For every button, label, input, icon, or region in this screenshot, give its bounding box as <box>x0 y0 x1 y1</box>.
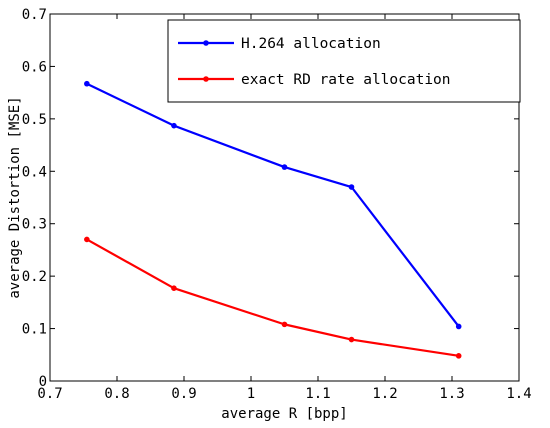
legend-swatch-marker <box>203 40 209 46</box>
legend-label: H.264 allocation <box>241 36 381 52</box>
legend-swatch-marker <box>203 76 209 82</box>
data-point <box>455 323 462 330</box>
y-tick-label: 0.6 <box>22 59 47 75</box>
data-point <box>348 336 355 343</box>
data-point <box>171 285 177 292</box>
axis-ticks: 0.7 0.8 0.9 1 1.1 1.2 1.3 1.4 0 0.1 0.2 0.3 0.4 0.5 0.… <box>22 7 532 402</box>
data-point <box>171 122 177 129</box>
legend-box <box>167 19 521 103</box>
data-point <box>84 80 90 87</box>
data-point <box>281 321 288 328</box>
y-tick-label: 0.3 <box>22 217 47 233</box>
y-tick-label: 0.2 <box>22 269 47 285</box>
x-tick-label: 0.7 <box>37 386 62 402</box>
data-point <box>84 236 90 243</box>
y-tick-label: 0 <box>39 374 47 390</box>
data-point <box>348 184 355 190</box>
y-tick-label: 0.5 <box>22 112 47 128</box>
x-tick-label: 1 <box>247 386 255 402</box>
x-axis-label: average R [bpp] <box>221 406 347 422</box>
y-tick-label: 0.1 <box>22 322 47 338</box>
x-tick-label: 0.9 <box>171 386 196 402</box>
data-point <box>455 353 462 359</box>
y-axis-label: average Distortion [MSE] <box>7 96 23 298</box>
x-tick-label: 1.4 <box>506 386 531 402</box>
y-tick-label: 0.4 <box>22 164 47 180</box>
x-tick-label: 1.1 <box>305 386 330 402</box>
x-tick-label: 1.3 <box>439 386 464 402</box>
x-tick-label: 0.8 <box>104 386 129 402</box>
x-tick-label: 1.2 <box>372 386 397 402</box>
y-tick-label: 0.7 <box>22 7 47 23</box>
series-group <box>84 80 462 359</box>
legend: H.264 allocation exact RD rate allocation <box>167 19 521 103</box>
legend-label: exact RD rate allocation <box>241 72 451 88</box>
data-point <box>281 164 288 170</box>
